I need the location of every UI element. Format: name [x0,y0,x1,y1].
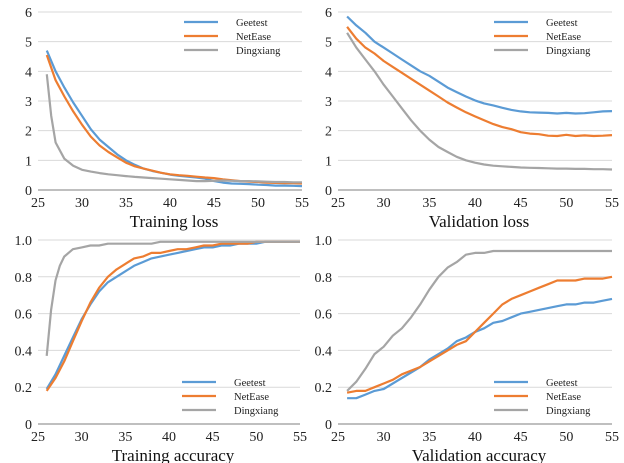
x-axis-title: Validation accuracy [412,446,547,463]
x-tick-label: 55 [605,196,619,211]
x-tick-label: 35 [119,196,133,211]
series-line-netease [45,240,300,392]
legend-label: NetEase [234,392,269,403]
y-tick-label: 0.2 [15,381,33,396]
y-tick-label: 0.4 [315,344,333,359]
x-tick-label: 25 [331,430,345,445]
y-tick-label: 6 [25,6,32,21]
y-tick-label: 1.0 [15,234,33,249]
x-tick-label: 45 [207,196,221,211]
x-tick-label: 55 [293,430,307,445]
series-line-dingxiang [45,240,300,357]
legend-label: Geetest [234,378,266,389]
y-tick-label: 1 [25,154,32,169]
legend-label: Geetest [236,18,268,29]
legend-label: NetEase [236,32,271,43]
x-tick-label: 35 [422,196,436,211]
x-tick-label: 30 [377,430,391,445]
x-tick-label: 55 [605,430,619,445]
y-tick-label: 6 [325,6,332,21]
legend-label: NetEase [546,392,581,403]
x-tick-label: 50 [251,196,265,211]
x-tick-label: 40 [468,196,482,211]
legend-label: Dingxiang [236,46,281,57]
y-tick-label: 3 [325,95,332,110]
y-tick-label: 0.2 [315,381,333,396]
y-tick-label: 1 [325,154,332,169]
y-tick-label: 0 [325,418,332,433]
x-tick-label: 30 [377,196,391,211]
y-tick-label: 0.6 [315,308,333,323]
x-tick-label: 25 [331,196,345,211]
x-tick-label: 40 [163,196,177,211]
x-tick-label: 25 [31,430,45,445]
series-line-geetest [347,297,613,400]
series-line-dingxiang [346,249,612,392]
y-tick-label: 4 [25,65,32,80]
x-axis-title: Training accuracy [112,446,235,463]
y-tick-label: 3 [25,95,32,110]
series-line-netease [346,26,613,138]
y-tick-label: 0.8 [15,271,33,286]
y-tick-label: 1.0 [315,234,333,249]
legend-label: Dingxiang [546,406,591,417]
y-tick-label: 0 [25,418,32,433]
x-tick-label: 35 [422,430,436,445]
x-tick-label: 30 [75,196,89,211]
series-line-dingxiang [45,74,302,184]
series-line-dingxiang [346,32,613,171]
y-tick-label: 4 [325,65,332,80]
x-tick-label: 55 [295,196,309,211]
y-tick-label: 2 [325,125,332,140]
y-tick-label: 2 [25,125,32,140]
y-tick-label: 0.4 [15,344,33,359]
x-tick-label: 45 [514,196,528,211]
legend-label: Dingxiang [546,46,591,57]
x-tick-label: 30 [75,430,89,445]
x-axis-title: Validation loss [429,212,530,231]
y-tick-label: 0.8 [315,271,333,286]
y-tick-label: 0 [25,184,32,199]
x-axis-title: Training loss [130,212,219,231]
legend-label: NetEase [546,32,581,43]
y-tick-label: 5 [325,36,332,51]
series-line-netease [346,275,613,394]
x-tick-label: 25 [31,196,45,211]
legend-label: Dingxiang [234,406,279,417]
y-tick-label: 5 [25,36,32,51]
y-tick-label: 0.6 [15,308,33,323]
x-tick-label: 50 [559,196,573,211]
x-tick-label: 50 [559,430,573,445]
x-tick-label: 40 [468,430,482,445]
x-tick-label: 45 [514,430,528,445]
x-tick-label: 40 [162,430,176,445]
x-tick-label: 50 [249,430,263,445]
x-tick-label: 35 [118,430,132,445]
x-tick-label: 45 [206,430,220,445]
y-tick-label: 0 [325,184,332,199]
legend-label: Geetest [546,378,578,389]
legend-label: Geetest [546,18,578,29]
series-line-geetest [346,15,613,115]
